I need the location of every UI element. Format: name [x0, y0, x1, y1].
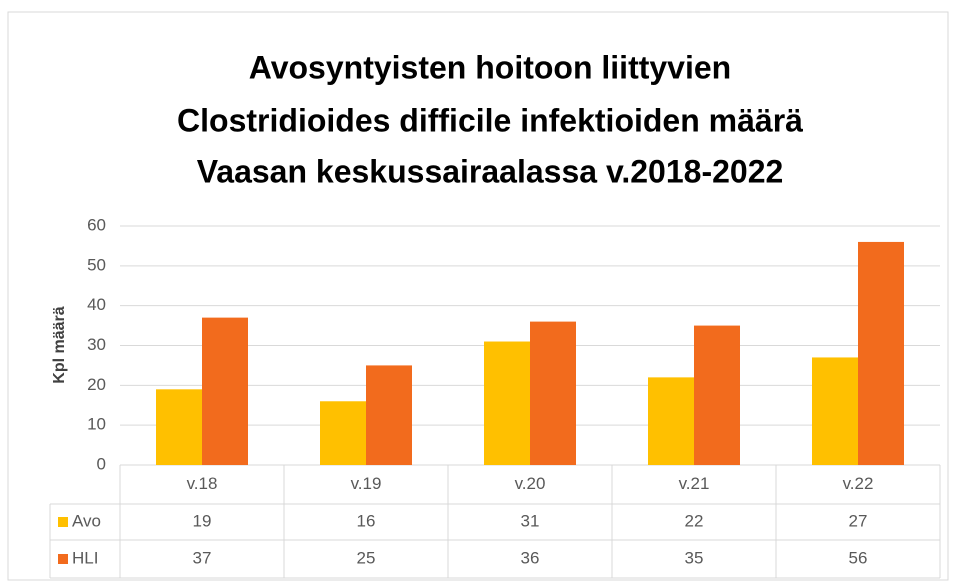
- x-tick-label: v.18: [187, 474, 218, 493]
- x-tick-label: v.19: [351, 474, 382, 493]
- chart-frame: [7, 11, 949, 581]
- table-value: 16: [357, 511, 376, 530]
- chart-title: Avosyntyisten hoitoon liittyvien: [249, 49, 731, 85]
- y-tick-label: 10: [87, 415, 106, 434]
- y-tick-label: 0: [97, 454, 106, 473]
- table-value: 25: [357, 548, 376, 567]
- chart-title: Clostridioides difficile infektioiden mä…: [177, 102, 803, 138]
- y-tick-label: 30: [87, 335, 106, 354]
- y-tick-label: 50: [87, 255, 106, 274]
- y-tick-label: 40: [87, 295, 106, 314]
- y-tick-label: 60: [87, 215, 106, 234]
- table-value: 31: [521, 511, 540, 530]
- bar: [694, 325, 740, 465]
- legend-swatch: [58, 517, 68, 527]
- table-value: 35: [685, 548, 704, 567]
- chart-title: Vaasan keskussairaalassa v.2018-2022: [197, 153, 784, 189]
- legend-label: Avo: [72, 511, 101, 530]
- table-value: 36: [521, 548, 540, 567]
- table-value: 37: [193, 548, 212, 567]
- legend-label: HLI: [72, 548, 98, 567]
- table-value: 22: [685, 511, 704, 530]
- table-value: 27: [849, 511, 868, 530]
- x-tick-label: v.22: [843, 474, 874, 493]
- x-tick-label: v.20: [515, 474, 546, 493]
- table-value: 56: [849, 548, 868, 567]
- bar: [812, 357, 858, 465]
- bar: [530, 321, 576, 465]
- bar: [484, 341, 530, 465]
- table-value: 19: [193, 511, 212, 530]
- bar: [156, 389, 202, 465]
- bar: [202, 317, 248, 465]
- x-tick-label: v.21: [679, 474, 710, 493]
- legend-swatch: [58, 554, 68, 564]
- bar: [366, 365, 412, 465]
- y-tick-label: 20: [87, 375, 106, 394]
- y-axis-label: Kpl määrä: [51, 306, 68, 383]
- bar: [858, 241, 904, 465]
- bar: [320, 401, 366, 465]
- bar: [648, 377, 694, 465]
